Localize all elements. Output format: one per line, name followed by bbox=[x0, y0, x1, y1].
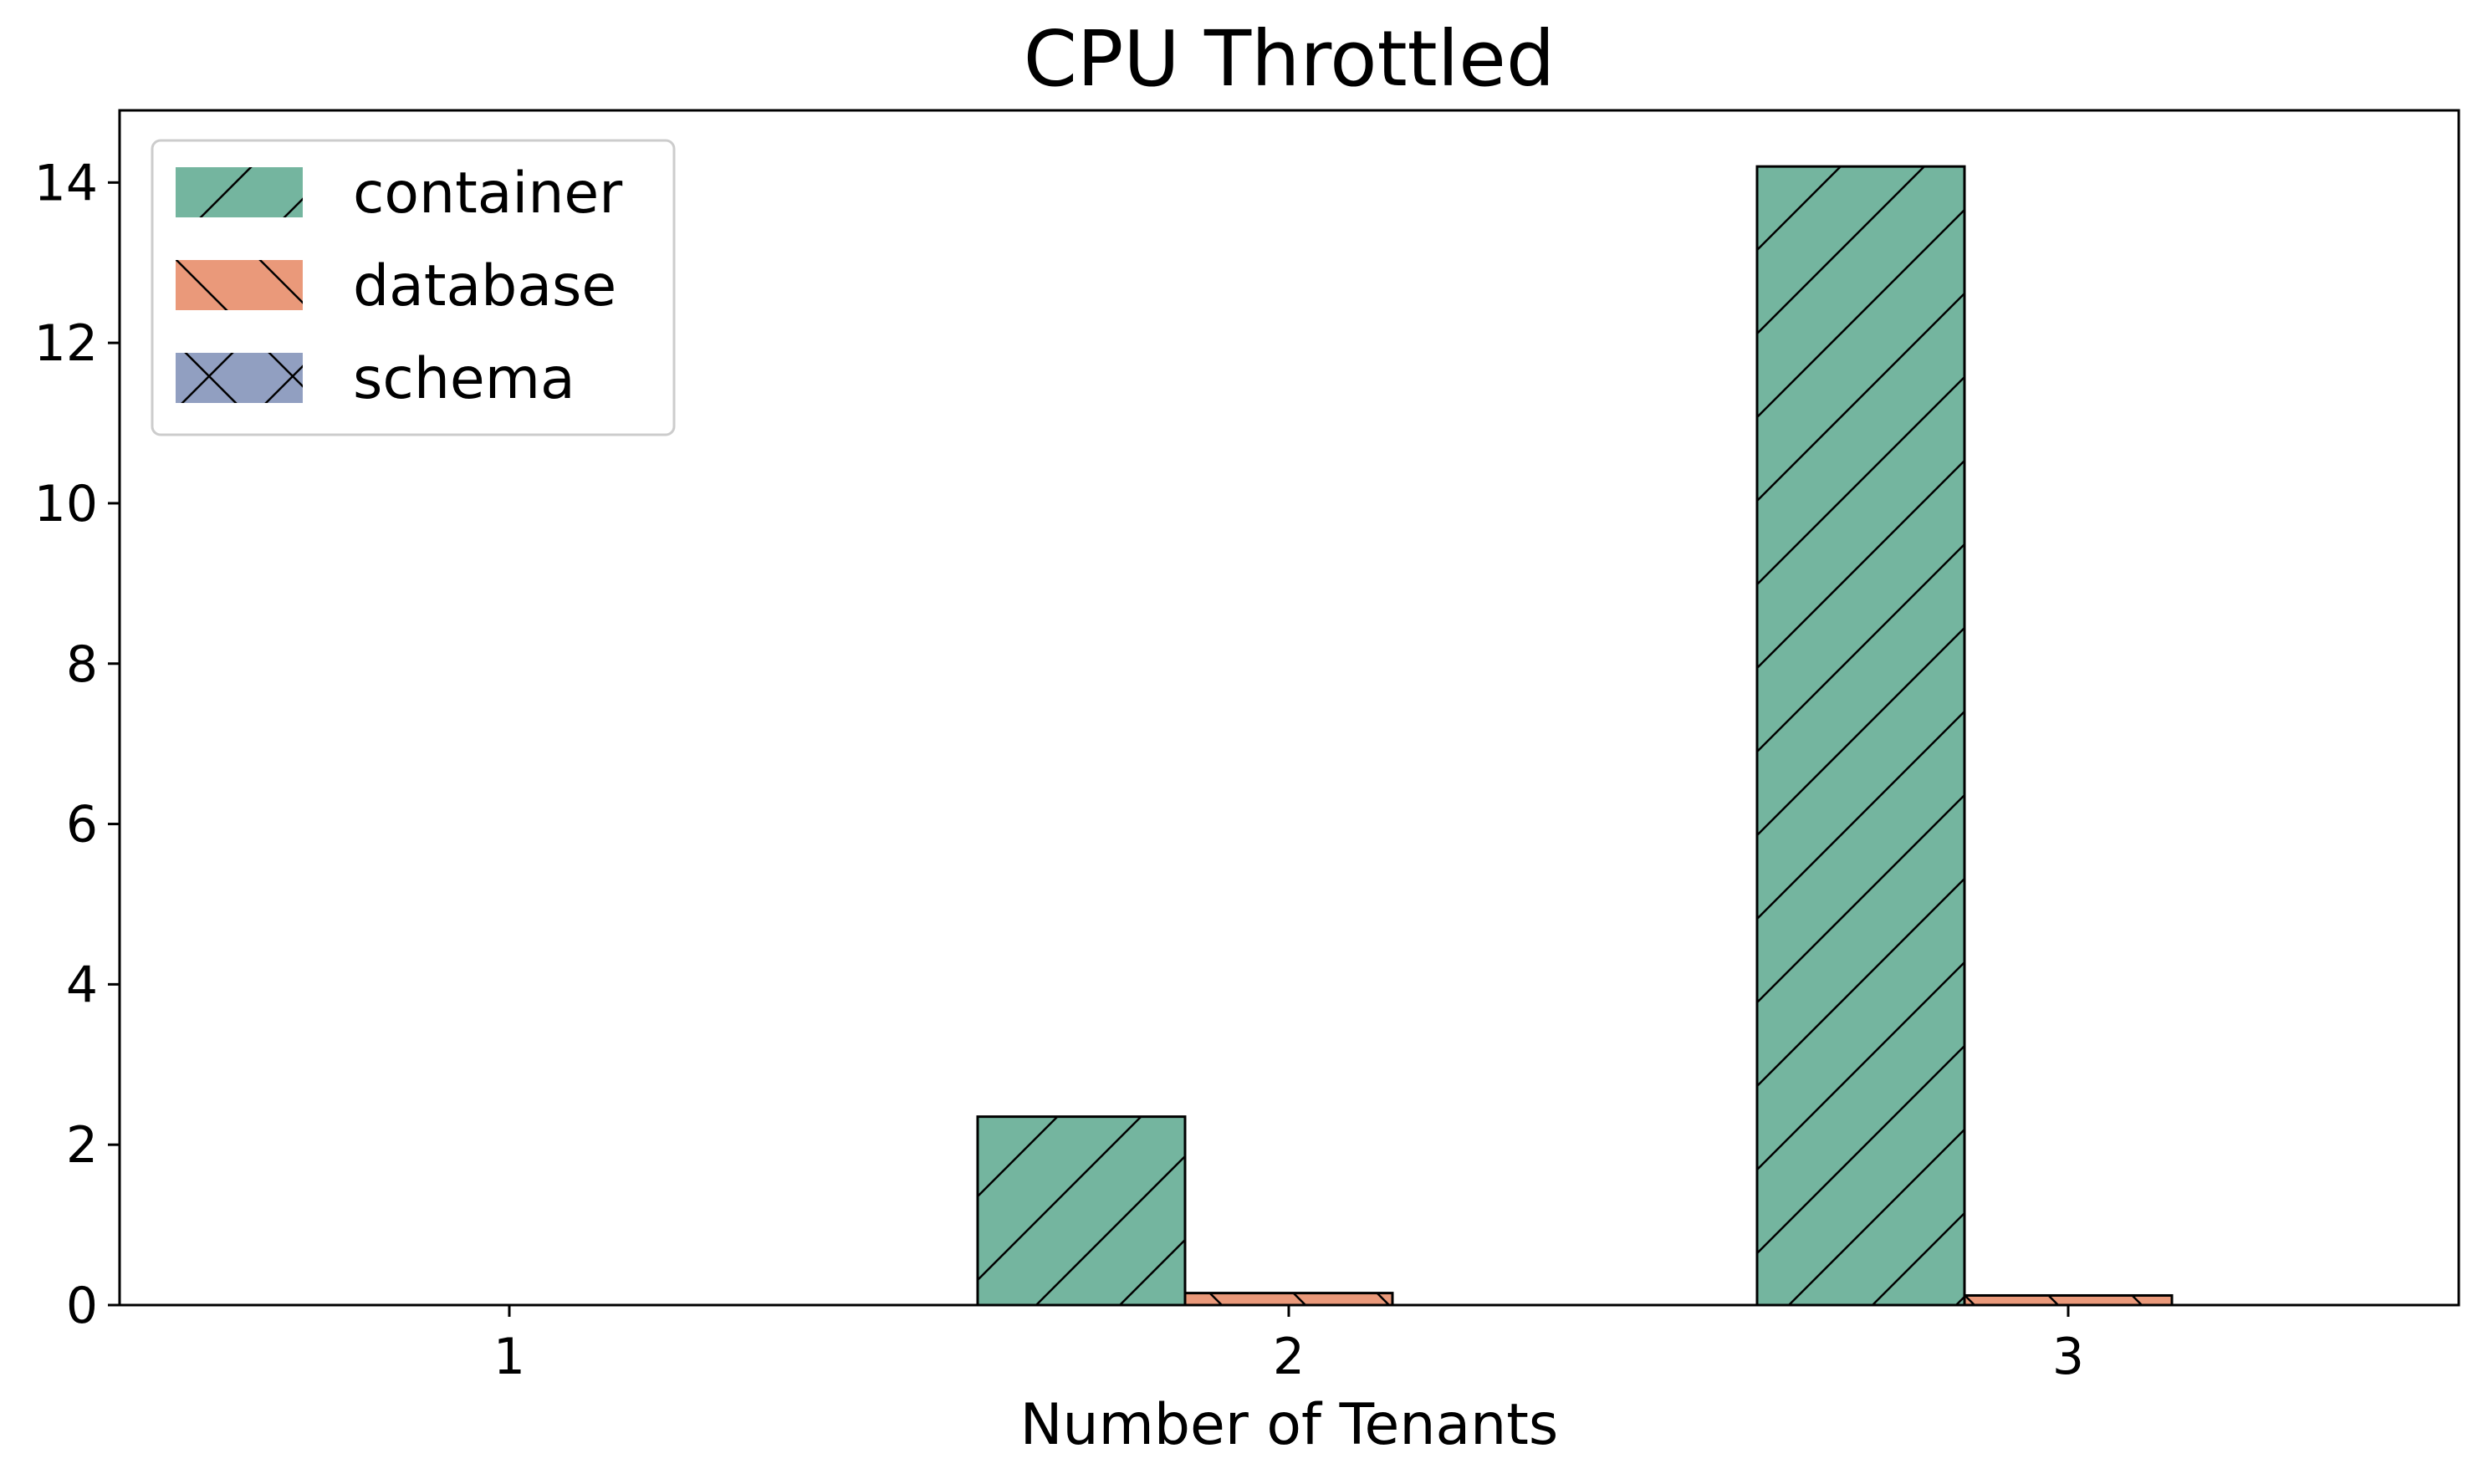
bar-container-2 bbox=[976, 1115, 1187, 1307]
y-tick-label: 10 bbox=[34, 475, 98, 533]
y-tick-label: 4 bbox=[66, 956, 98, 1014]
y-axis: 0 2 4 6 8 10 12 14 bbox=[34, 154, 120, 1335]
legend: container database schema bbox=[151, 139, 676, 436]
legend-label-container: container bbox=[353, 161, 622, 227]
bar-database-3 bbox=[1963, 1293, 2174, 1307]
y-tick-label: 14 bbox=[34, 154, 98, 212]
legend-swatch-container bbox=[176, 167, 303, 217]
x-axis-label: Number of Tenants bbox=[1020, 1392, 1559, 1458]
y-tick-label: 6 bbox=[66, 796, 98, 854]
legend-swatch-schema bbox=[176, 353, 303, 403]
bar-database-2 bbox=[1183, 1292, 1394, 1307]
legend-label-schema: schema bbox=[353, 346, 575, 412]
legend-label-database: database bbox=[353, 253, 616, 319]
y-tick-label: 8 bbox=[66, 635, 98, 694]
bar-container-3 bbox=[1755, 165, 1966, 1307]
x-tick-label: 2 bbox=[1273, 1328, 1305, 1386]
legend-swatch-database bbox=[176, 260, 303, 310]
y-tick-label: 12 bbox=[34, 314, 98, 373]
x-tick-label: 1 bbox=[493, 1328, 525, 1386]
bars-layer bbox=[976, 165, 2174, 1307]
y-tick-label: 0 bbox=[66, 1277, 98, 1335]
chart-title: CPU Throttled bbox=[1024, 14, 1556, 104]
x-axis: 1 2 3 bbox=[493, 1305, 2084, 1386]
y-tick-label: 2 bbox=[66, 1116, 98, 1175]
x-tick-label: 3 bbox=[2052, 1328, 2084, 1386]
